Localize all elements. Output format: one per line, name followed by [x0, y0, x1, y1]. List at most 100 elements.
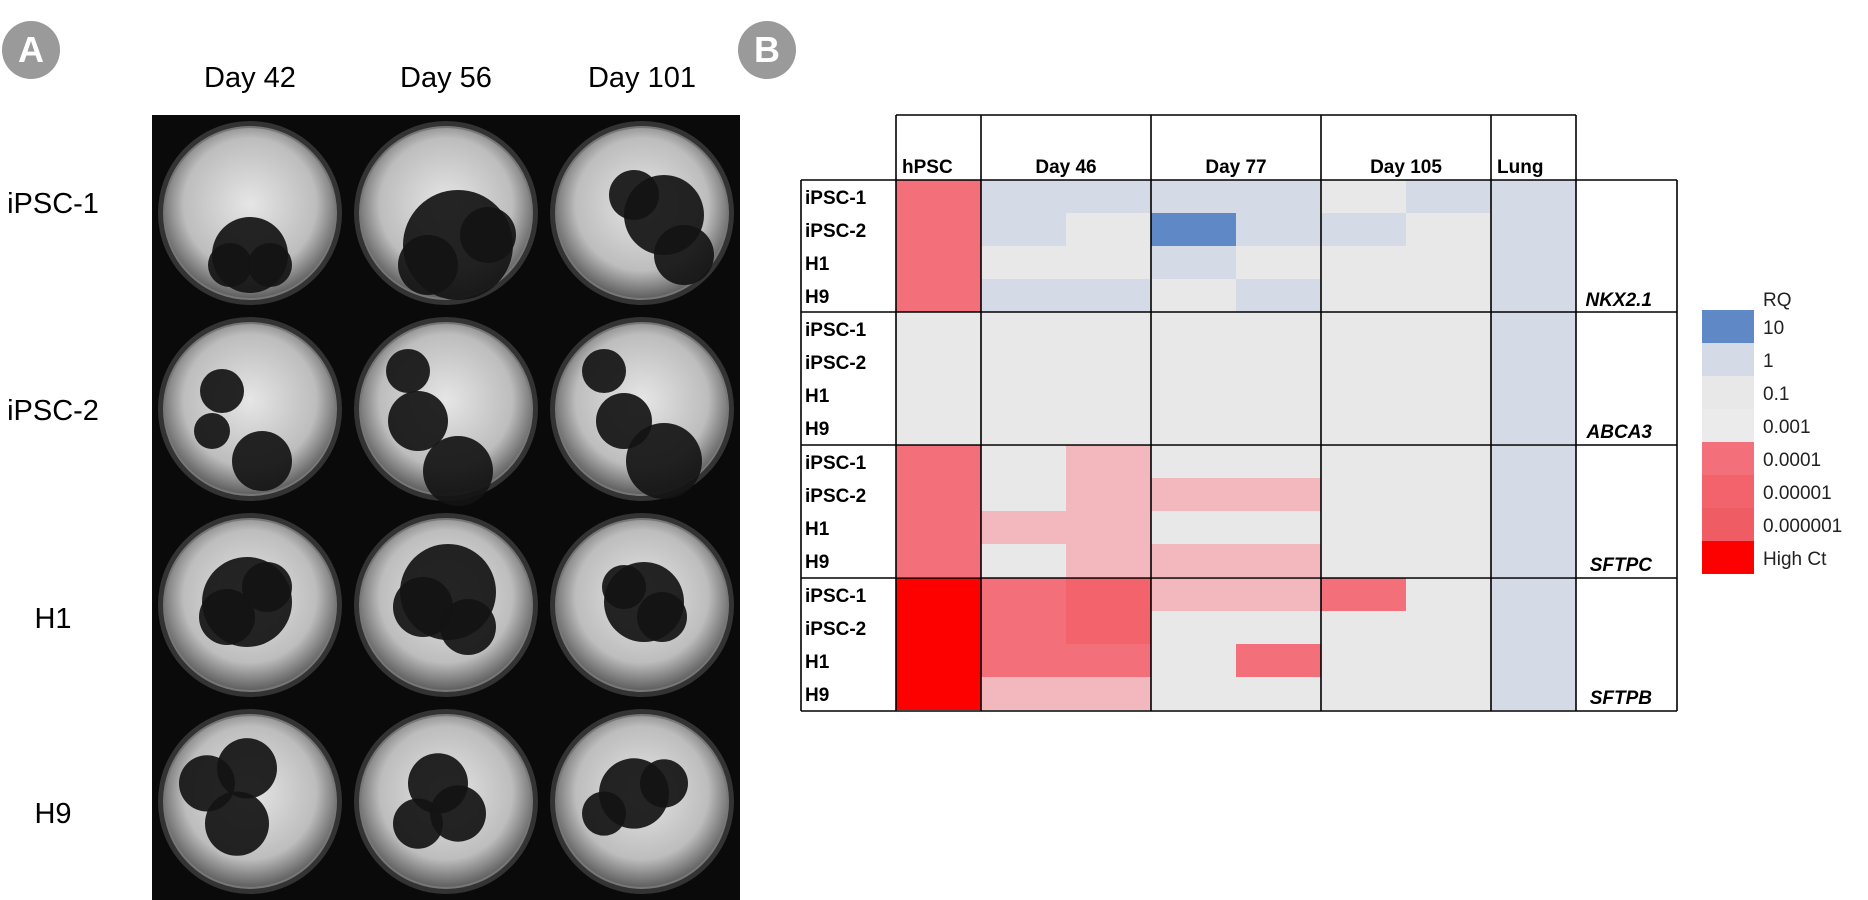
heatmap-cell: [1491, 411, 1576, 444]
heatmap-row-label: H9: [805, 419, 829, 440]
legend-label: 0.000001: [1763, 516, 1842, 537]
heatmap-cell: [1236, 411, 1321, 444]
heatmap-cell: [1491, 544, 1576, 577]
column-header-day-101: Day 101: [587, 62, 696, 94]
heatmap-cell: [1491, 478, 1576, 511]
heatmap-cell: [1066, 246, 1151, 279]
heatmap-cell: [1321, 544, 1406, 577]
heatmap-cell: [1406, 611, 1491, 644]
heatmap-cell: [896, 345, 981, 378]
heatmap-cell: [1066, 411, 1151, 444]
heatmap-row-label: iPSC-2: [805, 353, 866, 374]
row-header-ipsc-2: iPSC-2: [7, 395, 99, 427]
heatmap-cell: [1236, 279, 1321, 312]
heatmap-cell: [1321, 445, 1406, 478]
heatmap-cell: [981, 180, 1066, 213]
heatmap-cell: [1236, 544, 1321, 577]
heatmap-cell: [981, 578, 1066, 611]
heatmap-cell: [981, 312, 1066, 345]
heatmap-cell: [1066, 345, 1151, 378]
organoid-well-image: [348, 311, 544, 507]
heatmap-cell: [896, 677, 981, 710]
heatmap-row-label: H1: [805, 652, 830, 673]
heatmap-gene-label: SFTPC: [1590, 555, 1653, 576]
heatmap-cell: [1321, 279, 1406, 312]
legend-swatch: [1702, 442, 1754, 475]
heatmap-cell: [1151, 378, 1236, 411]
heatmap-cell: [1151, 411, 1236, 444]
heatmap-cell: [1406, 180, 1491, 213]
column-header-day-42: Day 42: [204, 62, 296, 94]
heatmap-cell: [1236, 180, 1321, 213]
heatmap-cell: [1406, 677, 1491, 710]
heatmap-cell: [1151, 180, 1236, 213]
heatmap-cell: [1236, 677, 1321, 710]
heatmap-cell: [1066, 544, 1151, 577]
organoid-well-image: [152, 115, 348, 311]
legend-swatch: [1702, 475, 1754, 508]
heatmap-cell: [896, 611, 981, 644]
heatmap-column-header: hPSC: [902, 157, 953, 178]
organoid-image-grid: [152, 115, 740, 900]
heatmap-cell: [1406, 544, 1491, 577]
heatmap-cell: [1151, 345, 1236, 378]
row-header-ipsc-1: iPSC-1: [7, 188, 99, 220]
heatmap-row-label: iPSC-1: [805, 586, 867, 607]
heatmap-cell: [1491, 611, 1576, 644]
heatmap-cell: [1406, 511, 1491, 544]
heatmap-row-label: H1: [805, 254, 830, 275]
heatmap-cell: [1066, 180, 1151, 213]
heatmap-cell: [1491, 445, 1576, 478]
heatmap-cell: [1321, 246, 1406, 279]
row-header-h1: H1: [34, 603, 72, 635]
heatmap-cell: [1236, 213, 1321, 246]
heatmap-cell: [1236, 478, 1321, 511]
heatmap-cell: [981, 213, 1066, 246]
heatmap-cell: [981, 246, 1066, 279]
heatmap-gene-label: SFTPB: [1590, 688, 1653, 709]
heatmap-cell: [1236, 578, 1321, 611]
heatmap-cell: [981, 611, 1066, 644]
heatmap-row-label: iPSC-1: [805, 320, 867, 341]
heatmap-cell: [1406, 478, 1491, 511]
column-header-day-56: Day 56: [400, 62, 492, 94]
heatmap-cell: [1151, 511, 1236, 544]
heatmap-cell: [1151, 644, 1236, 677]
heatmap-cell: [1491, 213, 1576, 246]
heatmap-cell: [896, 411, 981, 444]
heatmap-cell: [1236, 611, 1321, 644]
heatmap-cell: [1491, 312, 1576, 345]
heatmap-cell: [896, 511, 981, 544]
organoid-well-image: [348, 703, 544, 900]
legend-label: 10: [1763, 318, 1784, 339]
heatmap-cell: [1066, 213, 1151, 246]
row-header-h9: H9: [34, 798, 72, 830]
organoid-well-image: [152, 311, 348, 507]
heatmap-cell: [1491, 511, 1576, 544]
heatmap-cell: [981, 677, 1066, 710]
heatmap-cell: [1321, 411, 1406, 444]
heatmap-cell: [1321, 345, 1406, 378]
heatmap-cell: [1491, 345, 1576, 378]
heatmap-cell: [1066, 279, 1151, 312]
heatmap-gene-label: NKX2.1: [1585, 290, 1652, 311]
heatmap-cell: [896, 544, 981, 577]
heatmap-cell: [1406, 578, 1491, 611]
heatmap-cell: [981, 411, 1066, 444]
heatmap-cell: [1491, 246, 1576, 279]
legend-label: 0.00001: [1763, 483, 1832, 504]
legend-swatch: [1702, 310, 1754, 343]
heatmap-cell: [896, 213, 981, 246]
heatmap-cell: [896, 312, 981, 345]
heatmap-cell: [896, 246, 981, 279]
heatmap-column-header: Day 46: [1035, 157, 1096, 178]
heatmap-cell: [1236, 345, 1321, 378]
legend-title: RQ: [1763, 290, 1792, 311]
heatmap-cell: [1151, 544, 1236, 577]
heatmap-cell: [1236, 511, 1321, 544]
heatmap-cell: [1406, 378, 1491, 411]
heatmap-cell: [1406, 246, 1491, 279]
heatmap-cell: [1236, 246, 1321, 279]
heatmap-cell: [1151, 445, 1236, 478]
